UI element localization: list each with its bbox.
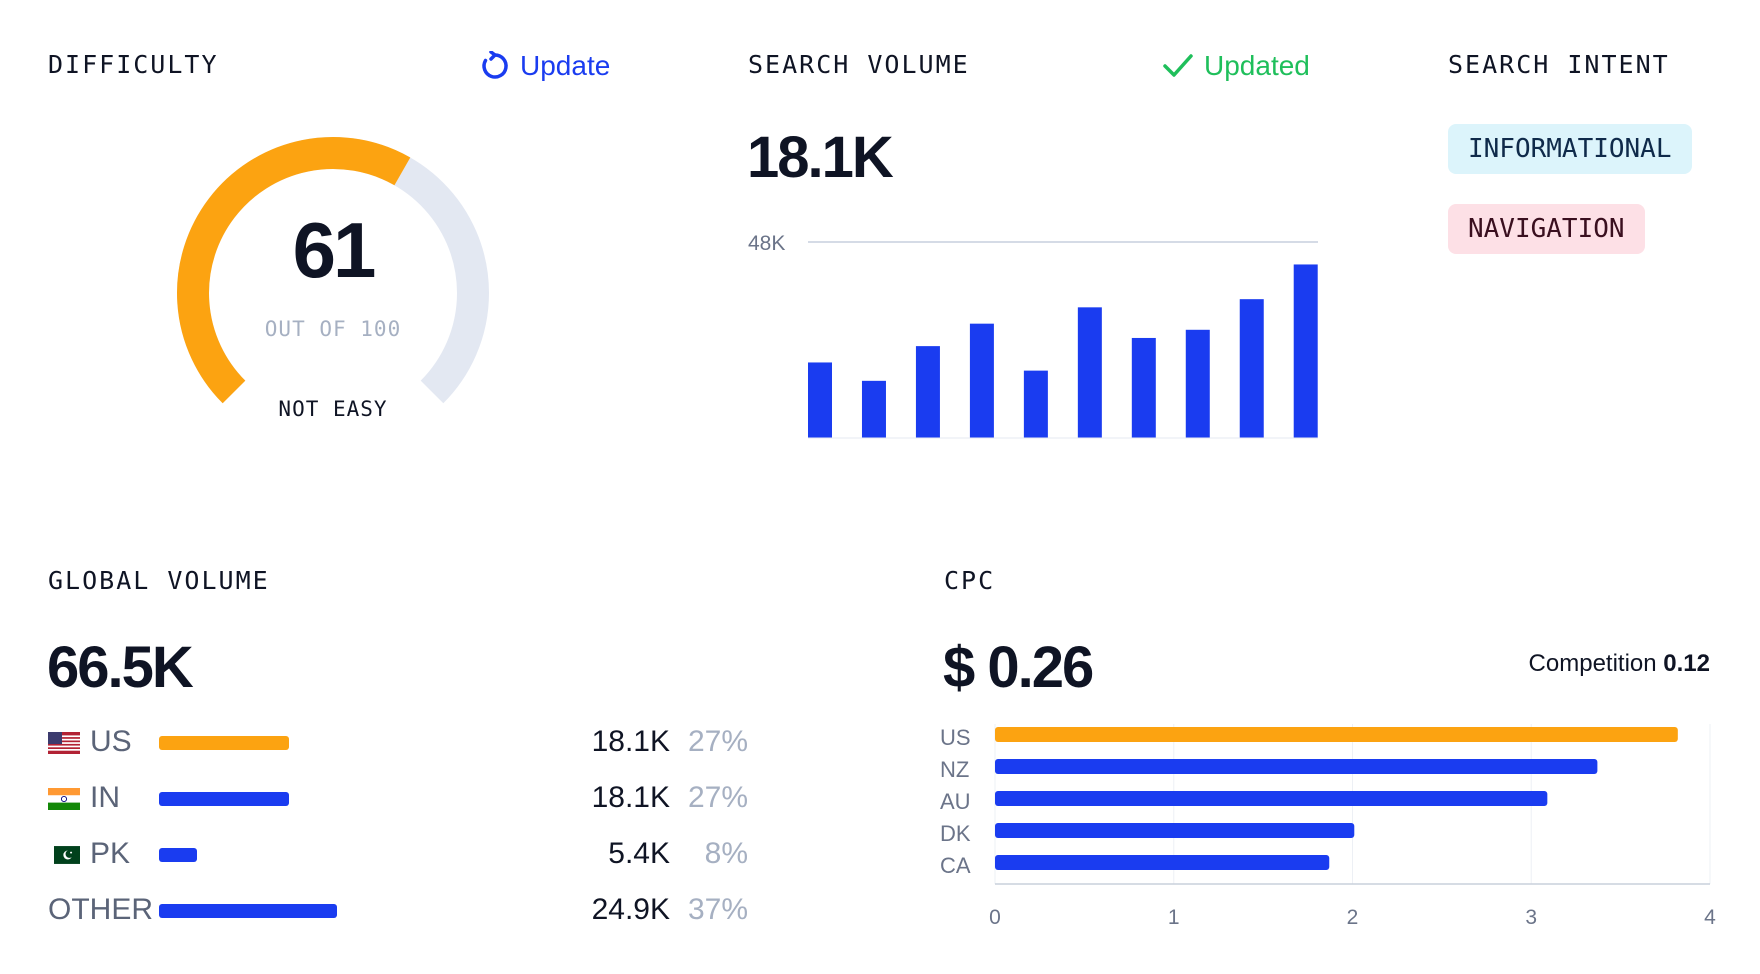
country-percent: 27% [687,781,748,814]
intent-tag-informational: INFORMATIONAL [1448,124,1692,174]
country-row-us: US 18.1K 27% [48,722,748,762]
intent-tag-navigation: NAVIGATION [1448,204,1645,254]
cpc-bar [995,855,1330,870]
country-volume: 5.4K [608,837,670,870]
in-flag-icon [48,788,80,810]
difficulty-score: 61 [292,206,377,294]
cpc-bar [995,823,1355,838]
volume-bar [915,346,940,438]
country-volume: 18.1K [591,781,670,814]
volume-bar [1239,299,1264,438]
volume-bar [1077,307,1102,438]
country-row-other: OTHER 24.9K 37% [48,890,748,930]
update-button[interactable]: Update [480,50,610,82]
cpc-value: $ 0.26 [943,635,1094,700]
search-intent-label: SEARCH INTENT [1448,50,1670,79]
search-volume-value: 18.1K [747,125,894,190]
country-row-in: IN 18.1K 27% [48,778,748,818]
cpc-chart: 0 1 2 3 4 US NZ AU DK CA [940,724,1716,929]
country-share-bar [159,792,289,806]
cpc-category-label: AU [940,789,971,814]
country-volume: 18.1K [591,725,670,758]
search-volume-chart: 48K [748,232,1318,439]
x-tick-label: 4 [1704,906,1716,929]
cpc-category-label: NZ [940,757,969,782]
cpc-category-label: CA [940,853,971,878]
cpc-category-label: US [940,725,971,750]
country-share-bar [159,848,198,862]
updated-status: Updated [1162,50,1310,82]
x-tick-label: 0 [989,906,1001,929]
country-percent: 27% [687,725,748,758]
country-share-bar [159,904,337,918]
country-name: OTHER [48,893,153,926]
cpc-bar [995,791,1548,806]
country-name: PK [90,837,131,870]
competition-info: Competition 0.12 [1529,650,1710,678]
volume-bar [1293,264,1318,438]
difficulty-rating: NOT EASY [278,397,388,421]
x-tick-label: 1 [1168,906,1180,929]
global-volume-value: 66.5K [47,635,194,700]
refresh-icon [482,51,508,79]
global-volume-list: US 18.1K 27% IN 18.1K 27% PK 5.4K 8% OTH… [48,722,814,932]
country-row-pk: PK 5.4K 8% [48,834,748,874]
pk-flag-icon [54,846,80,864]
cpc-label: CPC [944,566,996,595]
volume-bar [808,362,832,438]
country-name: IN [90,781,120,814]
global-volume-label: GLOBAL VOLUME [48,566,270,595]
country-name: US [90,725,132,758]
competition-label: Competition [1528,650,1657,677]
competition-value: 0.12 [1663,650,1710,677]
gauge-fill [177,137,411,404]
country-volume: 24.9K [591,893,670,926]
cpc-bar [995,727,1678,742]
x-tick-label: 2 [1347,906,1359,929]
us-flag-icon [48,732,80,754]
y-max-label: 48K [748,232,785,255]
update-label: Update [520,50,611,81]
updated-label: Updated [1204,50,1310,81]
check-icon [1163,54,1193,77]
volume-bar [861,380,886,438]
cpc-category-label: DK [940,821,971,846]
country-percent: 8% [704,837,748,870]
volume-bar [1131,337,1156,438]
difficulty-gauge [177,137,489,404]
volume-bar [969,323,994,438]
difficulty-out-of: OUT OF 100 [264,317,402,341]
volume-bar [1185,329,1210,438]
country-percent: 37% [687,893,748,926]
cpc-bar [995,759,1598,774]
difficulty-label: DIFFICULTY [48,50,219,79]
x-tick-label: 3 [1525,906,1537,929]
volume-bar [1023,370,1048,438]
search-volume-label: SEARCH VOLUME [748,50,970,79]
country-share-bar [159,736,289,750]
